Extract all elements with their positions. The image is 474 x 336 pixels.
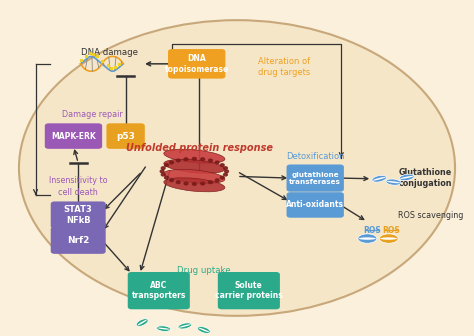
Text: ABC
transporters: ABC transporters bbox=[132, 281, 186, 300]
Circle shape bbox=[170, 179, 173, 181]
Circle shape bbox=[161, 167, 165, 169]
Ellipse shape bbox=[156, 326, 171, 331]
Ellipse shape bbox=[386, 179, 401, 185]
Text: DNA damage: DNA damage bbox=[81, 48, 137, 56]
Ellipse shape bbox=[178, 323, 191, 329]
FancyBboxPatch shape bbox=[51, 227, 106, 254]
Ellipse shape bbox=[400, 176, 413, 179]
FancyBboxPatch shape bbox=[286, 165, 344, 192]
Circle shape bbox=[224, 173, 228, 176]
Ellipse shape bbox=[157, 328, 170, 330]
Ellipse shape bbox=[198, 328, 210, 332]
FancyBboxPatch shape bbox=[128, 272, 190, 309]
Text: Insensitivity to
cell death: Insensitivity to cell death bbox=[49, 176, 108, 197]
FancyBboxPatch shape bbox=[45, 123, 102, 149]
Text: Detoxification: Detoxification bbox=[286, 152, 345, 161]
Circle shape bbox=[184, 158, 188, 161]
Ellipse shape bbox=[137, 320, 147, 326]
Text: Unfolded protein response: Unfolded protein response bbox=[126, 143, 273, 153]
Ellipse shape bbox=[373, 177, 386, 180]
Circle shape bbox=[170, 161, 173, 164]
Ellipse shape bbox=[164, 178, 225, 192]
Circle shape bbox=[201, 182, 205, 185]
Circle shape bbox=[209, 181, 212, 183]
Circle shape bbox=[176, 159, 180, 162]
Ellipse shape bbox=[399, 174, 414, 181]
Text: Solute
carrier proteins: Solute carrier proteins bbox=[215, 281, 283, 300]
FancyBboxPatch shape bbox=[286, 192, 344, 218]
Ellipse shape bbox=[164, 149, 225, 163]
Text: Alteration of
drug targets: Alteration of drug targets bbox=[258, 57, 310, 77]
Circle shape bbox=[176, 181, 180, 183]
Ellipse shape bbox=[372, 175, 386, 182]
Text: MAPK-ERK: MAPK-ERK bbox=[51, 132, 96, 140]
Circle shape bbox=[161, 173, 165, 176]
Text: STAT3
NFkB: STAT3 NFkB bbox=[64, 205, 92, 225]
Text: Drug uptake: Drug uptake bbox=[177, 266, 231, 275]
Circle shape bbox=[184, 182, 188, 185]
Text: Damage repair: Damage repair bbox=[62, 110, 123, 119]
Text: Glutathione
conjugation: Glutathione conjugation bbox=[398, 168, 452, 188]
Circle shape bbox=[215, 179, 219, 181]
Circle shape bbox=[192, 182, 196, 185]
Ellipse shape bbox=[380, 237, 397, 240]
FancyBboxPatch shape bbox=[51, 201, 106, 228]
Ellipse shape bbox=[136, 319, 148, 326]
Ellipse shape bbox=[164, 169, 225, 183]
Ellipse shape bbox=[19, 20, 455, 316]
Ellipse shape bbox=[197, 327, 210, 333]
Text: Anti-oxidants: Anti-oxidants bbox=[286, 201, 344, 209]
Circle shape bbox=[224, 167, 228, 169]
Ellipse shape bbox=[387, 181, 400, 183]
Text: p53: p53 bbox=[116, 132, 135, 140]
Circle shape bbox=[209, 159, 212, 162]
Text: glutathione
transferases: glutathione transferases bbox=[289, 172, 341, 184]
Ellipse shape bbox=[379, 234, 398, 243]
Circle shape bbox=[225, 170, 228, 173]
Text: ROS: ROS bbox=[382, 226, 400, 235]
Ellipse shape bbox=[164, 159, 225, 173]
Ellipse shape bbox=[359, 237, 376, 240]
Circle shape bbox=[164, 176, 168, 179]
FancyBboxPatch shape bbox=[218, 272, 280, 309]
Circle shape bbox=[220, 164, 224, 166]
Text: ROS scavenging: ROS scavenging bbox=[398, 211, 464, 219]
FancyBboxPatch shape bbox=[168, 49, 226, 79]
Circle shape bbox=[160, 170, 164, 173]
Ellipse shape bbox=[179, 324, 191, 328]
Text: Nrf2: Nrf2 bbox=[67, 236, 90, 245]
Text: ROS: ROS bbox=[363, 226, 381, 235]
Ellipse shape bbox=[358, 234, 377, 243]
Circle shape bbox=[164, 164, 168, 166]
Text: DNA
topoisomerase: DNA topoisomerase bbox=[164, 54, 229, 74]
FancyBboxPatch shape bbox=[106, 123, 145, 149]
Circle shape bbox=[220, 176, 224, 179]
Circle shape bbox=[215, 161, 219, 164]
Circle shape bbox=[201, 158, 205, 161]
Circle shape bbox=[192, 158, 196, 160]
